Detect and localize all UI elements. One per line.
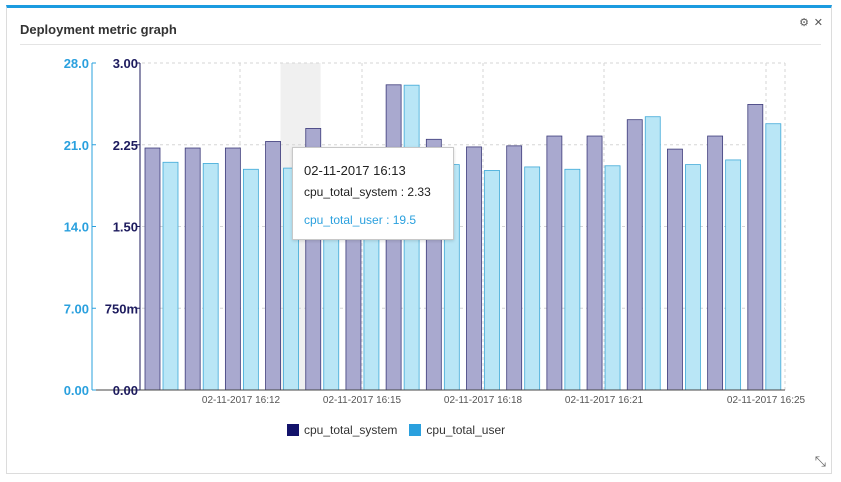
chart-legend: cpu_total_system cpu_total_user bbox=[287, 423, 517, 437]
bar-system bbox=[184, 147, 201, 391]
resize-icon[interactable]: ⤡ bbox=[814, 453, 826, 469]
panel-title: Deployment metric graph bbox=[20, 22, 177, 37]
tooltip-time: 02-11-2017 16:13 bbox=[304, 163, 406, 178]
legend-swatch-user bbox=[409, 424, 422, 436]
tooltip-system-value: 2.33 bbox=[407, 185, 431, 199]
bar-system bbox=[466, 146, 482, 391]
x-tick-label: 02-11-2017 16:18 bbox=[444, 395, 523, 406]
legend-item-system[interactable]: cpu_total_system bbox=[287, 423, 397, 437]
bar-user bbox=[725, 159, 742, 391]
bar-system bbox=[667, 148, 683, 391]
bar-user bbox=[484, 170, 500, 391]
legend-label-system: cpu_total_system bbox=[304, 423, 398, 437]
bar-system bbox=[626, 119, 643, 391]
bar-system bbox=[144, 147, 161, 391]
legend-swatch-system bbox=[287, 424, 299, 436]
legend-label-user: cpu_total_user bbox=[426, 423, 506, 437]
x-tick-label: 02-11-2017 16:25 bbox=[727, 395, 806, 406]
system-axis-tick-label: 0.00 bbox=[113, 383, 138, 398]
close-icon[interactable]: ✕ bbox=[813, 17, 823, 29]
bar-user bbox=[564, 168, 581, 391]
system-axis-tick-label: 1.50 bbox=[113, 220, 138, 235]
bar-user bbox=[685, 164, 701, 391]
gear-icon[interactable]: ⚙ bbox=[799, 17, 809, 29]
user-axis-tick-label: 21.0 bbox=[64, 138, 89, 153]
bar-system bbox=[747, 104, 764, 391]
bar-user bbox=[604, 165, 621, 391]
bar-user bbox=[644, 116, 661, 391]
tooltip-system-row: cpu_total_system : 2.33 bbox=[304, 185, 431, 199]
system-axis-tick-label: 2.25 bbox=[113, 138, 138, 153]
system-axis-tick-label: 3.00 bbox=[113, 56, 138, 71]
bar-system bbox=[265, 141, 281, 391]
x-tick-label: 02-11-2017 16:21 bbox=[565, 395, 644, 406]
tooltip-user-row: cpu_total_user : 19.5 bbox=[304, 213, 417, 227]
system-axis-tick-label: 750m bbox=[105, 301, 138, 316]
bar-user bbox=[202, 163, 219, 391]
bar-system bbox=[546, 135, 563, 391]
bar-user bbox=[765, 123, 782, 391]
x-tick-label: 02-11-2017 16:15 bbox=[323, 395, 402, 406]
x-tick-label: 02-11-2017 16:12 bbox=[202, 395, 281, 406]
user-axis-tick-label: 7.00 bbox=[64, 301, 89, 316]
legend-item-user[interactable]: cpu_total_user bbox=[409, 423, 505, 437]
bar-user bbox=[242, 168, 259, 391]
bar-system bbox=[586, 135, 603, 391]
bar-system bbox=[224, 147, 241, 391]
chart-tooltip: 02-11-2017 16:13 cpu_total_system : 2.33… bbox=[292, 147, 454, 240]
tooltip-system-label: cpu_total_system bbox=[304, 185, 398, 199]
bar-system bbox=[506, 145, 523, 391]
user-axis-tick-label: 0.00 bbox=[64, 383, 89, 398]
tooltip-user-value: 19.5 bbox=[392, 213, 417, 227]
bar-system bbox=[707, 135, 724, 391]
user-axis-tick-label: 14.0 bbox=[64, 220, 89, 235]
bar-user bbox=[524, 166, 541, 391]
tooltip-user-label: cpu_total_user bbox=[304, 213, 383, 227]
user-axis-tick-label: 28.0 bbox=[64, 56, 89, 71]
bar-user bbox=[162, 161, 179, 391]
title-divider bbox=[20, 44, 821, 45]
